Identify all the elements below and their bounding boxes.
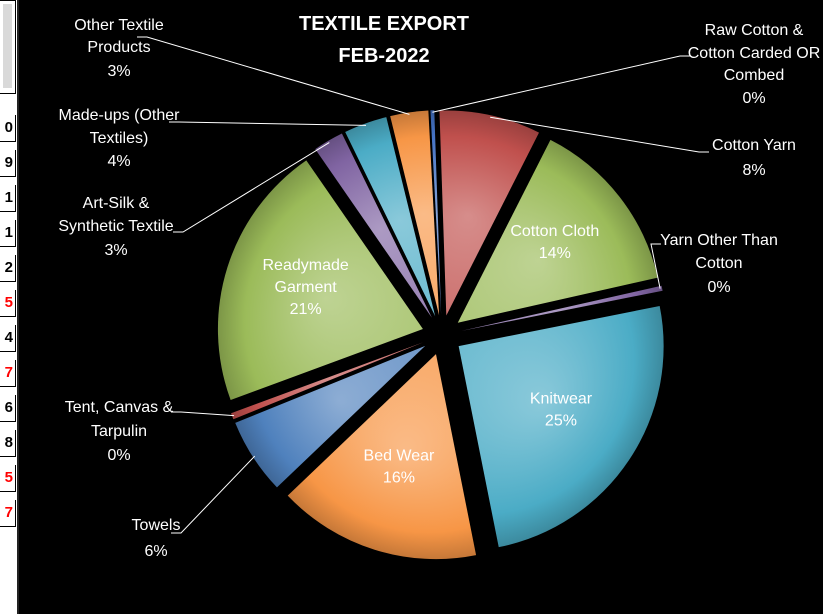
slice-category-label: Readymade bbox=[262, 257, 348, 274]
slice-category-label: Art-Silk & bbox=[83, 195, 150, 212]
slice-percent-label: 14% bbox=[539, 245, 571, 262]
pie-chart: Raw Cotton & Cotton Carded OR Combed 0% Cott… bbox=[58, 13, 821, 560]
slice-percent-label: 3% bbox=[104, 242, 127, 259]
pie-slice bbox=[217, 160, 423, 401]
slice-percent-label: 0% bbox=[742, 90, 765, 107]
slice-category-label: Raw Cotton & bbox=[705, 22, 804, 39]
pie-slice bbox=[457, 139, 658, 323]
pie-slice bbox=[235, 345, 426, 488]
pie-slice bbox=[458, 306, 664, 548]
slice-category-label: Yarn Other Than bbox=[660, 232, 778, 249]
slice-percent-label: 21% bbox=[290, 301, 322, 318]
slice-category-label: Cotton bbox=[695, 255, 742, 272]
slice-percent-label: 4% bbox=[107, 153, 130, 170]
pie-slice bbox=[439, 110, 540, 316]
slice-category-label: Other Textile bbox=[74, 17, 164, 34]
chart-title: TEXTILE EXPORT bbox=[299, 13, 469, 35]
slice-category-label: Made-ups (Other bbox=[59, 107, 181, 124]
strip-cell: 0 bbox=[0, 115, 16, 142]
slice-category-label: Combed bbox=[724, 67, 784, 84]
pie-slice bbox=[345, 117, 436, 317]
leader-line bbox=[173, 142, 330, 233]
left-spreadsheet-strip: 0 9 1 1 2 5 4 7 6 8 5 7 bbox=[0, 0, 17, 614]
slice-category-label: Knitwear bbox=[530, 390, 593, 407]
strip-cell: 5 bbox=[0, 465, 16, 492]
slice-percent-label: 0% bbox=[107, 447, 130, 464]
pie-chart-area: Raw Cotton & Cotton Carded OR Combed 0% Cott… bbox=[17, 0, 829, 614]
slice-category-label: Synthetic Textile bbox=[58, 218, 173, 235]
pie-slice bbox=[231, 342, 424, 420]
leader-line bbox=[171, 411, 235, 417]
slice-percent-label: 0% bbox=[707, 279, 730, 296]
slice-percent-label: 8% bbox=[742, 162, 765, 179]
leader-line bbox=[171, 455, 256, 534]
leader-line bbox=[432, 55, 690, 113]
strip-cell: 6 bbox=[0, 395, 16, 422]
slice-category-label: Towels bbox=[132, 517, 181, 534]
strip-header-box bbox=[0, 0, 16, 94]
slice-category-label: Cotton Carded OR bbox=[688, 45, 821, 62]
slice-category-label: Tarpulin bbox=[91, 423, 147, 440]
strip-cell: 1 bbox=[0, 220, 16, 247]
strip-cell: 2 bbox=[0, 255, 16, 282]
strip-cell: 1 bbox=[0, 185, 16, 212]
pie-slice bbox=[390, 110, 440, 316]
strip-cell: 9 bbox=[0, 150, 16, 177]
right-border bbox=[823, 0, 829, 614]
slice-percent-label: 16% bbox=[383, 469, 415, 486]
strip-cell: 8 bbox=[0, 430, 16, 457]
slice-percent-label: 3% bbox=[107, 63, 130, 80]
slice-category-label: Products bbox=[87, 39, 150, 56]
chart-subtitle: FEB-2022 bbox=[338, 45, 429, 67]
slice-category-label: Garment bbox=[275, 279, 338, 296]
strip-cell: 7 bbox=[0, 500, 16, 527]
strip-cell: 7 bbox=[0, 360, 16, 387]
leader-line bbox=[650, 243, 661, 289]
leader-line bbox=[490, 116, 709, 153]
slice-percent-label: 6% bbox=[144, 543, 167, 560]
strip-cell: 5 bbox=[0, 290, 16, 317]
slice-category-label: Cotton Cloth bbox=[510, 223, 599, 240]
slice-category-label: Tent, Canvas & bbox=[65, 399, 174, 416]
pie-slice bbox=[315, 133, 432, 318]
slice-category-label: Bed Wear bbox=[364, 447, 436, 464]
slice-category-label: Cotton Yarn bbox=[712, 137, 796, 154]
slice-category-label: Textiles) bbox=[90, 130, 149, 147]
pie-slice bbox=[461, 285, 663, 331]
strip-cell: 4 bbox=[0, 325, 16, 352]
pie-slice bbox=[430, 110, 442, 316]
pie-slice bbox=[287, 354, 477, 560]
leader-line bbox=[169, 121, 367, 126]
leader-line bbox=[137, 36, 410, 115]
slice-percent-label: 25% bbox=[545, 412, 577, 429]
